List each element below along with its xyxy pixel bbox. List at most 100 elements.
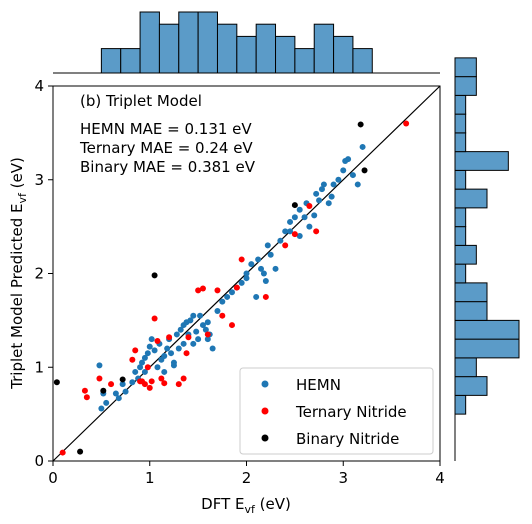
hemn-point xyxy=(301,214,308,221)
right-hist-bar xyxy=(454,151,509,171)
top-hist-bar xyxy=(275,35,296,74)
hemn-point xyxy=(316,197,323,204)
binary-nitride-point xyxy=(361,167,368,174)
hemn-point xyxy=(139,359,146,366)
hemn-point xyxy=(313,190,320,197)
y-label-sub: vf xyxy=(16,192,29,204)
hemn-point xyxy=(161,368,168,375)
hemn-point xyxy=(151,347,158,354)
right-hist-bar xyxy=(454,338,520,359)
hemn-point xyxy=(199,322,206,329)
y-tick-label: 2 xyxy=(34,265,44,283)
legend-label-ternary: Ternary Nitride xyxy=(295,403,407,421)
scatter-points xyxy=(53,120,410,456)
y-tick-label: 4 xyxy=(34,77,44,95)
ternary-nitride-point xyxy=(214,287,221,294)
hemn-point xyxy=(193,328,200,335)
ternary-nitride-point xyxy=(175,381,182,388)
right-hist-bar xyxy=(454,57,477,78)
top-hist-bar xyxy=(120,48,141,74)
right-marginal-histogram xyxy=(454,57,520,461)
binary-nitride-point xyxy=(53,379,60,386)
y-label-unit: (eV) xyxy=(8,157,26,193)
right-hist-bar xyxy=(454,319,520,340)
hemn-point xyxy=(328,193,335,200)
hemn-point xyxy=(262,278,269,284)
top-hist-bar xyxy=(255,23,277,74)
right-hist-bar xyxy=(454,188,488,209)
legend-marker-ternary xyxy=(261,407,269,415)
top-hist-bar xyxy=(333,35,354,74)
mae-binary-text: Binary MAE = 0.381 eV xyxy=(80,158,256,176)
top-hist-bar xyxy=(139,11,160,74)
x-label-unit: (eV) xyxy=(255,495,291,513)
hemn-point xyxy=(204,336,211,343)
y-tick-label: 3 xyxy=(34,171,44,189)
legend: HEMN Ternary Nitride Binary Nitride xyxy=(239,367,434,455)
hemn-point xyxy=(311,212,318,219)
hemn-point xyxy=(287,228,294,235)
hemn-point xyxy=(296,206,303,213)
x-label-sub: vf xyxy=(244,503,256,516)
hemn-point xyxy=(197,312,204,319)
binary-nitride-point xyxy=(357,121,364,128)
right-hist-bar xyxy=(454,282,488,303)
ternary-nitride-point xyxy=(151,315,158,322)
right-hist-bar xyxy=(454,132,467,153)
hemn-point xyxy=(195,336,202,343)
y-tick-label: 0 xyxy=(34,452,44,470)
hemn-point xyxy=(318,186,325,193)
ternary-nitride-point xyxy=(282,242,289,249)
legend-box xyxy=(239,367,434,455)
x-tick-label: 4 xyxy=(435,469,445,487)
hemn-point xyxy=(228,289,235,296)
top-hist-bar xyxy=(100,48,122,74)
top-marginal-histogram xyxy=(53,11,440,74)
panel-label: (b) Triplet Model xyxy=(80,92,202,110)
mae-hemn-text: HEMN MAE = 0.131 eV xyxy=(80,120,252,138)
hemn-point xyxy=(264,242,271,249)
ternary-nitride-point xyxy=(204,331,211,338)
hemn-point xyxy=(190,312,197,319)
y-tick-label: 1 xyxy=(34,358,44,376)
hemn-point xyxy=(96,362,103,369)
y-axis-label: Triplet Model Predicted Evf (eV) xyxy=(8,157,29,390)
y-label-main: Triplet Model Predicted E xyxy=(8,204,26,390)
hemn-point xyxy=(277,237,284,244)
hemn-point xyxy=(103,399,110,406)
hemn-point xyxy=(175,345,182,352)
top-hist-bar xyxy=(294,48,315,74)
hemn-point xyxy=(255,256,262,263)
hemn-point xyxy=(253,293,260,300)
right-hist-bar xyxy=(454,226,467,246)
ternary-nitride-point xyxy=(262,293,269,300)
hemn-point xyxy=(287,218,294,225)
ternary-nitride-point xyxy=(158,375,165,382)
ternary-nitride-point xyxy=(199,285,206,292)
right-hist-bar xyxy=(454,394,467,415)
right-hist-bar xyxy=(454,169,467,190)
hemn-point xyxy=(132,368,139,375)
hemn-point xyxy=(161,353,168,359)
hemn-point xyxy=(214,308,221,314)
right-hist-bar xyxy=(454,263,467,284)
hemn-point xyxy=(141,368,148,375)
ternary-nitride-point xyxy=(180,375,187,382)
hemn-point xyxy=(272,265,279,272)
binary-nitride-point xyxy=(77,448,84,455)
hemn-point xyxy=(137,364,144,371)
hemn-point xyxy=(115,395,122,402)
binary-nitride-point xyxy=(151,272,158,279)
hemn-point xyxy=(306,223,313,230)
hemn-point xyxy=(248,261,255,268)
x-axis-label: DFT Evf (eV) xyxy=(201,495,291,516)
ternary-nitride-point xyxy=(313,228,320,235)
y-axis-ticks: 0 1 2 3 4 xyxy=(34,77,53,470)
ternary-nitride-point xyxy=(132,347,139,354)
hemn-point xyxy=(146,343,153,350)
ternary-nitride-point xyxy=(183,350,190,357)
hemn-point xyxy=(224,293,231,300)
ternary-nitride-point xyxy=(291,231,298,238)
hemn-point xyxy=(282,228,289,235)
hemn-point xyxy=(359,143,366,150)
